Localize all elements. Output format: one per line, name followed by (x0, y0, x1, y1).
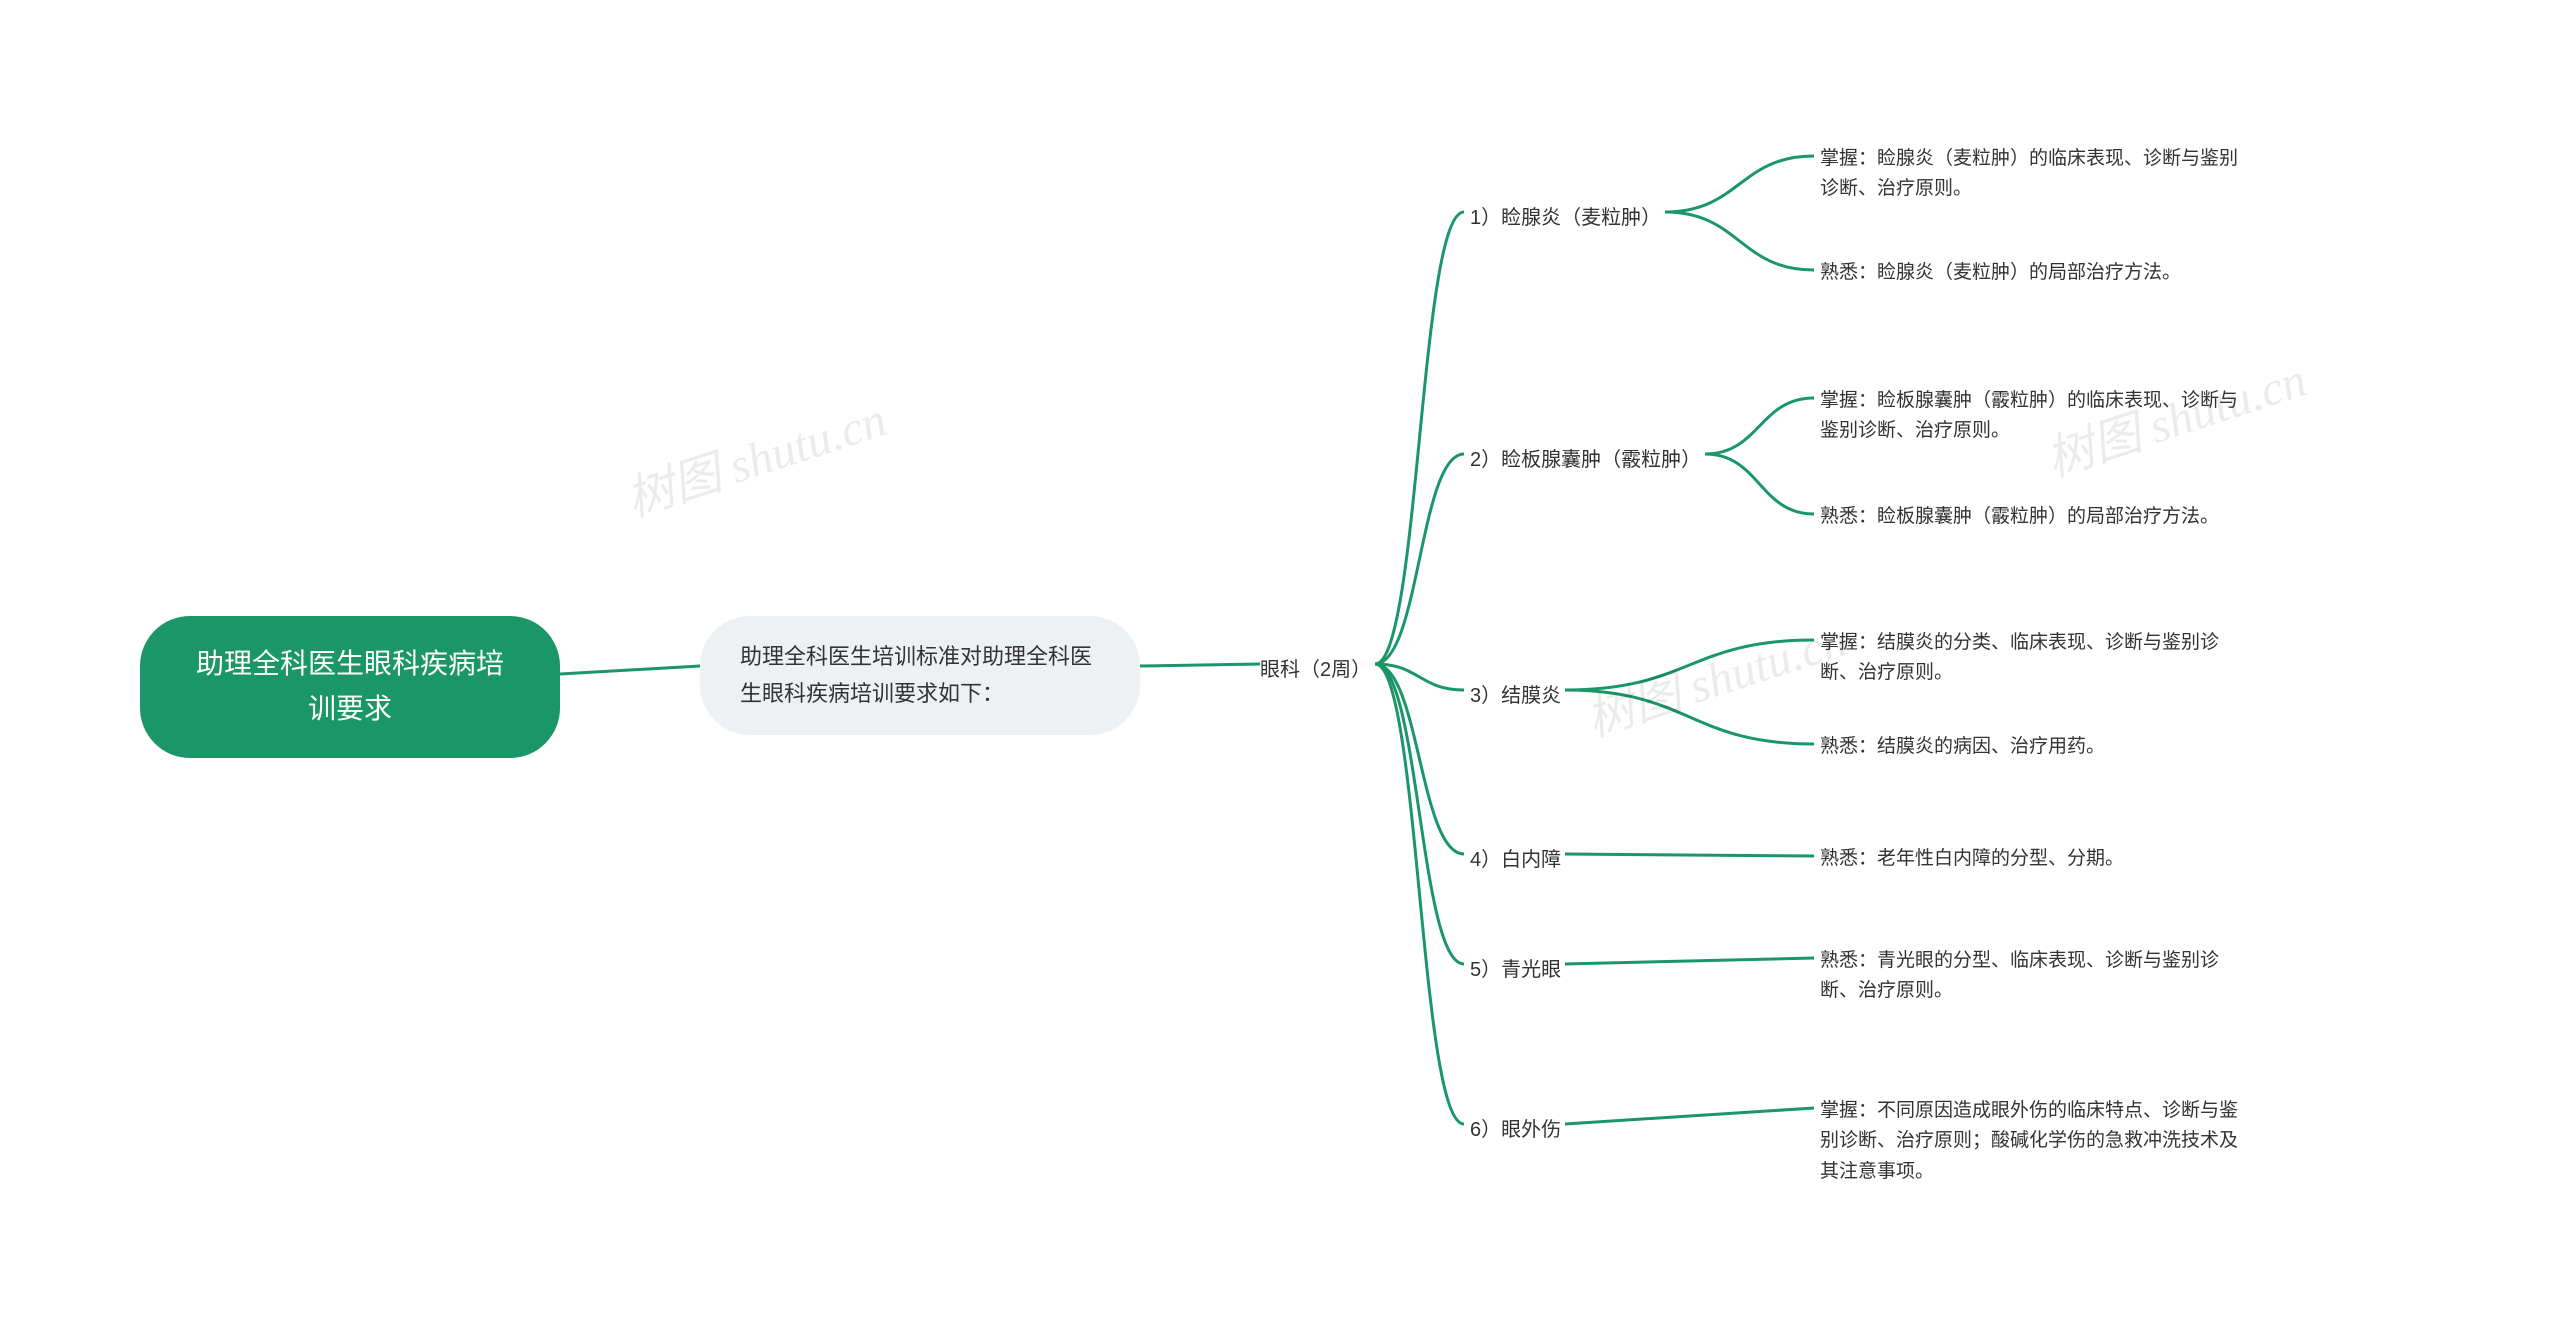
topic-node-2: 2）睑板腺囊肿（霰粒肿） (1470, 438, 1701, 482)
level2-label: 眼科（2周） (1260, 654, 1371, 686)
leaf-node-5-1: 熟悉：青光眼的分型、临床表现、诊断与鉴别诊断、治疗原则。 (1820, 940, 2250, 1013)
topic-node-6: 6）眼外伤 (1470, 1108, 1561, 1152)
leaf-node-3-1: 掌握：结膜炎的分类、临床表现、诊断与鉴别诊断、治疗原则。 (1820, 622, 2250, 695)
leaf-node-2-2: 熟悉：睑板腺囊肿（霰粒肿）的局部治疗方法。 (1820, 496, 2250, 538)
leaf-node-1-1: 掌握：睑腺炎（麦粒肿）的临床表现、诊断与鉴别诊断、治疗原则。 (1820, 138, 2250, 211)
level1-node: 助理全科医生培训标准对助理全科医生眼科疾病培训要求如下： (700, 616, 1140, 735)
leaf-node-4-1: 熟悉：老年性白内障的分型、分期。 (1820, 838, 2250, 880)
leaf-node-3-2: 熟悉：结膜炎的病因、治疗用药。 (1820, 726, 2250, 768)
topic-node-3: 3）结膜炎 (1470, 674, 1561, 718)
root-label: 助理全科医生眼科疾病培训要求 (186, 642, 514, 732)
topic-node-1: 1）睑腺炎（麦粒肿） (1470, 196, 1661, 240)
leaf-node-1-2: 熟悉：睑腺炎（麦粒肿）的局部治疗方法。 (1820, 252, 2250, 294)
topic-node-5: 5）青光眼 (1470, 948, 1561, 992)
leaf-node-2-1: 掌握：睑板腺囊肿（霰粒肿）的临床表现、诊断与鉴别诊断、治疗原则。 (1820, 380, 2250, 453)
watermark-1: 树图 shutu.cn (616, 380, 894, 530)
level1-label: 助理全科医生培训标准对助理全科医生眼科疾病培训要求如下： (740, 638, 1100, 713)
root-node: 助理全科医生眼科疾病培训要求 (140, 616, 560, 758)
level2-node: 眼科（2周） (1260, 648, 1371, 692)
topic-node-4: 4）白内障 (1470, 838, 1561, 882)
leaf-node-6-1: 掌握：不同原因造成眼外伤的临床特点、诊断与鉴别诊断、治疗原则；酸碱化学伤的急救冲… (1820, 1090, 2250, 1193)
watermark-2: 树图 shutu.cn (1576, 600, 1854, 750)
